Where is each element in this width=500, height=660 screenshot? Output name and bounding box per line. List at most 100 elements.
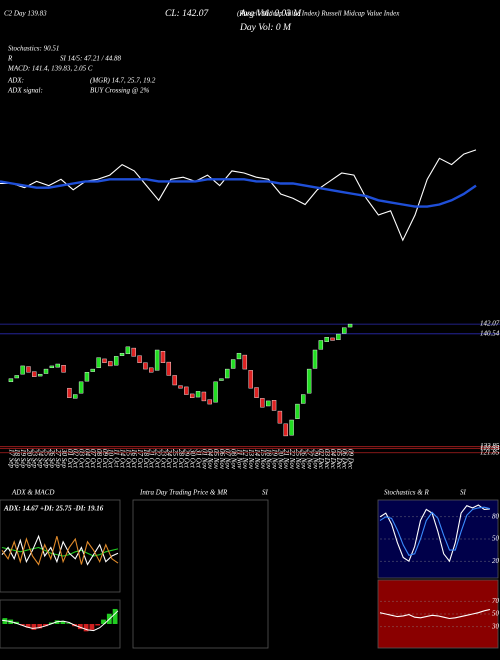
x-tick-label: 25 Oct	[171, 449, 179, 469]
x-tick-label: 06 Nov	[218, 449, 226, 470]
candle	[90, 368, 95, 372]
panel-title: ADX & MACD	[11, 489, 54, 497]
candle	[20, 365, 25, 375]
annotation: CL: 142.07	[165, 9, 210, 19]
macd-bar	[89, 624, 95, 630]
x-tick-label: 23 Sep	[31, 449, 39, 468]
candle	[336, 333, 341, 341]
candle	[178, 385, 183, 389]
macd-bar	[83, 624, 89, 632]
x-tick-label: 07 Oct	[89, 449, 97, 469]
x-tick-label: 24 Oct	[165, 449, 173, 469]
y-tick-label: 30	[491, 622, 500, 630]
x-tick-label: 18 Nov	[265, 449, 273, 470]
candle	[219, 378, 224, 381]
x-tick-label: 26 Nov	[300, 449, 308, 470]
x-tick-label: 16 Oct	[130, 449, 138, 469]
annotation: C2 Day 139.83	[4, 10, 47, 18]
candle	[160, 351, 166, 363]
macd-bar	[101, 619, 106, 624]
candle	[312, 349, 318, 369]
candle	[172, 375, 177, 386]
candle	[213, 381, 218, 403]
candle	[330, 337, 335, 341]
candle	[49, 365, 55, 369]
macd-bar	[43, 624, 48, 627]
y-tick-label: 121.85	[480, 448, 500, 456]
candle	[131, 347, 136, 357]
x-tick-label: 14 Nov	[253, 449, 261, 470]
x-tick-label: 08 Nov	[230, 449, 238, 470]
candle	[14, 375, 19, 379]
x-tick-label: 07 Nov	[224, 449, 232, 470]
candle	[347, 323, 353, 328]
candle	[154, 349, 160, 371]
macd-panel	[0, 599, 121, 649]
candle	[143, 362, 148, 370]
candle	[184, 386, 189, 395]
x-tick-label: 01 Nov	[200, 449, 208, 470]
intraday-subtitle: SI	[262, 489, 269, 497]
x-tick-label: 02 Oct	[72, 449, 80, 469]
chart-title: (Russell Midcap Value Index) Russell Mid…	[237, 10, 400, 18]
annotation: MACD: 141.4, 139.83, 2.05 C	[7, 65, 93, 73]
x-tick-label: 03 Dec	[323, 449, 331, 470]
annotation: R	[7, 55, 13, 63]
candle	[108, 361, 113, 367]
x-tick-label: 11 Nov	[235, 449, 243, 469]
candle	[96, 357, 101, 369]
x-tick-label: 11 Oct	[113, 449, 121, 468]
candle	[225, 368, 230, 379]
x-tick-label: 17 Oct	[136, 449, 144, 469]
x-tick-label: 31 Oct	[194, 448, 202, 469]
annotation: (MGR) 14.7, 25.7, 19.2	[90, 77, 156, 85]
x-tick-label: 09 Dec	[346, 449, 354, 470]
x-tick-label: 29 Nov	[311, 449, 319, 470]
candle	[84, 372, 90, 382]
candle	[230, 359, 236, 369]
series-line	[0, 149, 477, 242]
x-tick-label: 29 Oct	[183, 449, 191, 469]
y-tick-label: 122.55	[480, 444, 500, 452]
x-tick-label: 08 Oct	[95, 449, 103, 469]
candle	[301, 394, 306, 404]
x-tick-label: 20 Nov	[276, 449, 284, 470]
series-line	[0, 178, 477, 208]
candle	[283, 423, 288, 437]
x-tick-label: 13 Nov	[247, 449, 255, 470]
candle	[37, 373, 43, 377]
macd-bar	[31, 624, 37, 630]
x-tick-label: 27 Sep	[54, 449, 62, 468]
macd-bar	[77, 624, 83, 630]
intraday-panel	[132, 499, 269, 649]
candle	[324, 337, 329, 342]
y-tick-label: 50	[492, 535, 500, 543]
x-tick-label: 19 Nov	[270, 449, 278, 470]
macd-line	[1, 610, 119, 632]
x-tick-label: 04 Oct	[83, 449, 91, 469]
y-tick-label: 122.85	[480, 442, 500, 450]
x-tick-label: 04 Nov	[206, 449, 214, 470]
x-tick-label: 02 Dec	[317, 449, 325, 470]
series-line	[1, 536, 119, 566]
candle	[236, 352, 242, 360]
x-tick-label: 27 Nov	[306, 449, 314, 470]
intraday-title: Intra Day Trading Price & MR	[139, 489, 228, 497]
candle	[43, 368, 49, 374]
candle	[32, 371, 37, 377]
annotation: Stochastics: 90.51	[8, 45, 59, 53]
x-tick-label: 09 Oct	[101, 449, 109, 469]
series-line	[379, 506, 491, 556]
macd-bar	[48, 622, 54, 624]
y-tick-label: 80	[492, 512, 500, 520]
macd-bar	[112, 608, 118, 624]
x-tick-label: 18 Sep	[13, 449, 21, 468]
candle	[78, 381, 84, 394]
x-tick-label: 15 Nov	[259, 449, 267, 470]
candle	[102, 358, 107, 363]
macd-bar	[25, 624, 31, 628]
annotation: Avg Vol: 0.03 M	[239, 9, 302, 19]
candle	[67, 387, 72, 398]
candle	[207, 399, 212, 405]
